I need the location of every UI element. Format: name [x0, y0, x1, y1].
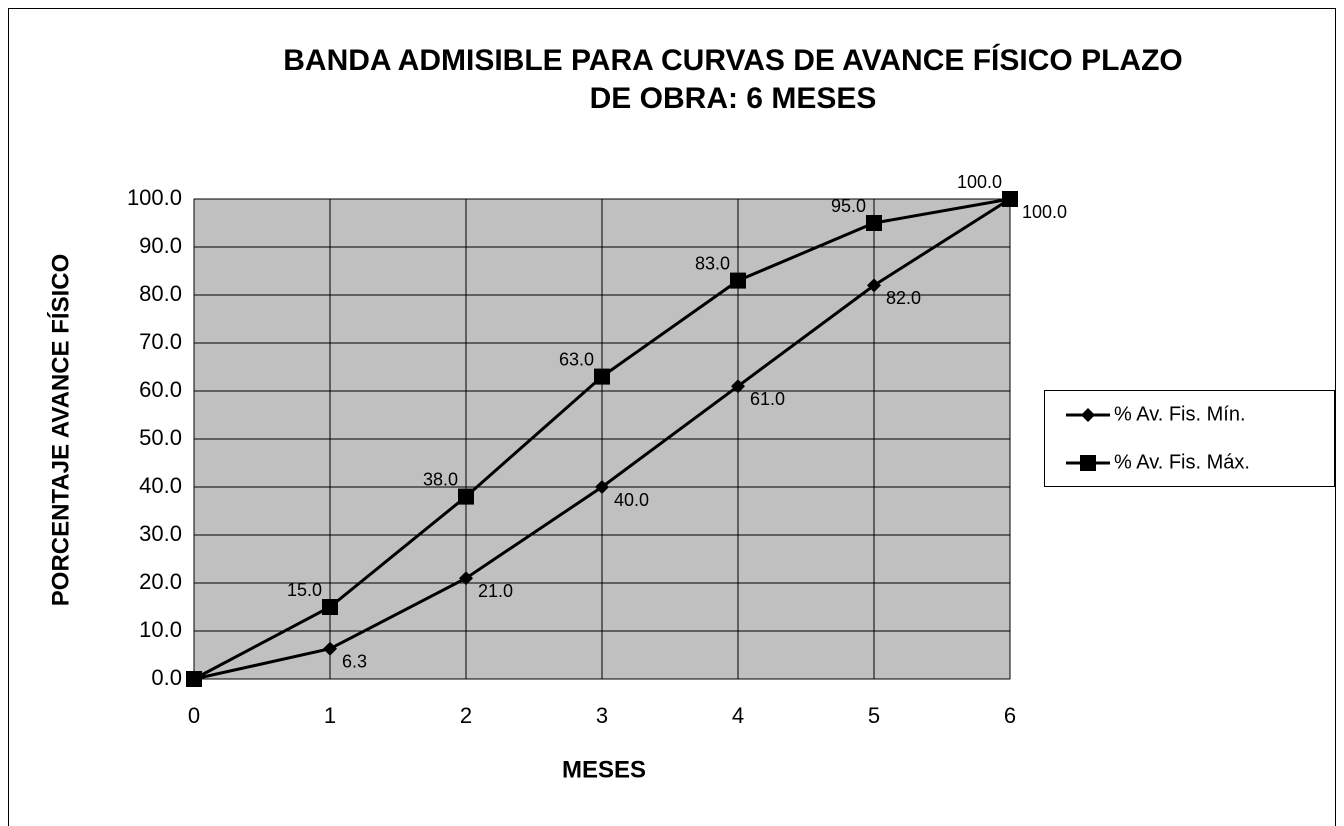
- legend-marker: [1080, 455, 1096, 471]
- marker: [1002, 191, 1018, 207]
- x-tick-label: 2: [460, 703, 472, 728]
- chart-title: BANDA ADMISIBLE PARA CURVAS DE AVANCE FÍ…: [283, 43, 1182, 77]
- data-label: 63.0: [559, 349, 594, 369]
- y-tick-label: 100.0: [127, 185, 182, 210]
- legend-label: % Av. Fis. Mín.: [1114, 403, 1246, 425]
- x-tick-label: 3: [596, 703, 608, 728]
- y-axis-title: PORCENTAJE AVANCE FÍSICO: [46, 254, 74, 606]
- y-tick-label: 80.0: [139, 281, 182, 306]
- legend-marker: [1081, 408, 1095, 422]
- x-tick-label: 0: [188, 703, 200, 728]
- y-tick-label: 0.0: [151, 665, 182, 690]
- marker: [730, 272, 746, 289]
- marker: [322, 599, 338, 615]
- marker: [731, 379, 745, 394]
- x-tick-label: 1: [324, 703, 336, 728]
- x-tick-label: 6: [1004, 703, 1016, 728]
- data-label: 15.0: [287, 580, 322, 600]
- x-tick-label: 4: [732, 703, 744, 728]
- y-tick-label: 20.0: [139, 569, 182, 594]
- data-label: 6.3: [342, 652, 367, 672]
- y-tick-label: 70.0: [139, 329, 182, 354]
- data-label: 21.0: [478, 581, 513, 601]
- chart-title: DE OBRA: 6 MESES: [590, 82, 877, 115]
- legend-label: % Av. Fis. Máx.: [1114, 451, 1250, 473]
- marker: [458, 488, 474, 505]
- marker: [459, 571, 473, 586]
- data-label: 82.0: [886, 288, 921, 308]
- x-tick-label: 5: [868, 703, 880, 728]
- marker: [867, 278, 881, 293]
- y-tick-label: 10.0: [139, 617, 182, 642]
- y-tick-label: 90.0: [139, 233, 182, 258]
- marker: [323, 641, 337, 656]
- data-label: 83.0: [695, 253, 730, 273]
- data-label: 61.0: [750, 389, 785, 409]
- marker: [866, 215, 882, 231]
- data-label: 95.0: [831, 196, 866, 216]
- y-tick-label: 60.0: [139, 377, 182, 402]
- data-label: 38.0: [423, 469, 458, 489]
- marker: [595, 480, 609, 494]
- marker: [594, 368, 610, 385]
- y-tick-label: 40.0: [139, 473, 182, 498]
- data-label: 100.0: [957, 172, 1002, 192]
- data-label: 100.0: [1022, 202, 1067, 222]
- marker: [186, 671, 202, 687]
- data-label: 40.0: [614, 490, 649, 510]
- x-axis-title: MESES: [562, 756, 646, 783]
- y-tick-label: 30.0: [139, 521, 182, 546]
- y-tick-label: 50.0: [139, 425, 182, 450]
